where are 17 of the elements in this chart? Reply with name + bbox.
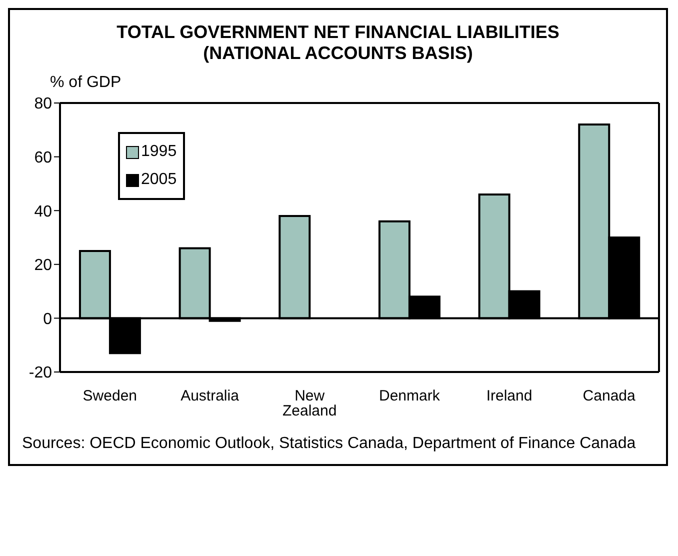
legend-label: 2005 — [141, 170, 177, 190]
x-tick-label: Denmark — [378, 388, 440, 405]
y-axis-title: % of GDP — [50, 74, 122, 92]
y-tick-label: 40 — [34, 203, 52, 220]
y-tick-label: 0 — [43, 310, 52, 328]
x-tick-label: Canada — [582, 388, 636, 405]
x-tick-label: Ireland — [486, 388, 532, 405]
legend-label: 1995 — [141, 142, 177, 162]
source-note: Sources: OECD Economic Outlook, Statistics Canada, Department of Finance Canada — [21, 434, 637, 454]
y-tick-label: 60 — [34, 149, 52, 166]
x-tick-label: Sweden — [82, 388, 138, 405]
x-tick-label: New Zealand — [282, 388, 337, 420]
chart-title: TOTAL GOVERNMENT NET FINANCIAL LIABILITIES (NATIONAL ACCOUNTS BASIS) — [116, 21, 560, 65]
y-tick-label: -20 — [28, 364, 52, 382]
y-tick-label: 20 — [34, 257, 52, 274]
y-tick-label: 80 — [34, 96, 52, 113]
x-tick-label: Australia — [180, 388, 240, 405]
